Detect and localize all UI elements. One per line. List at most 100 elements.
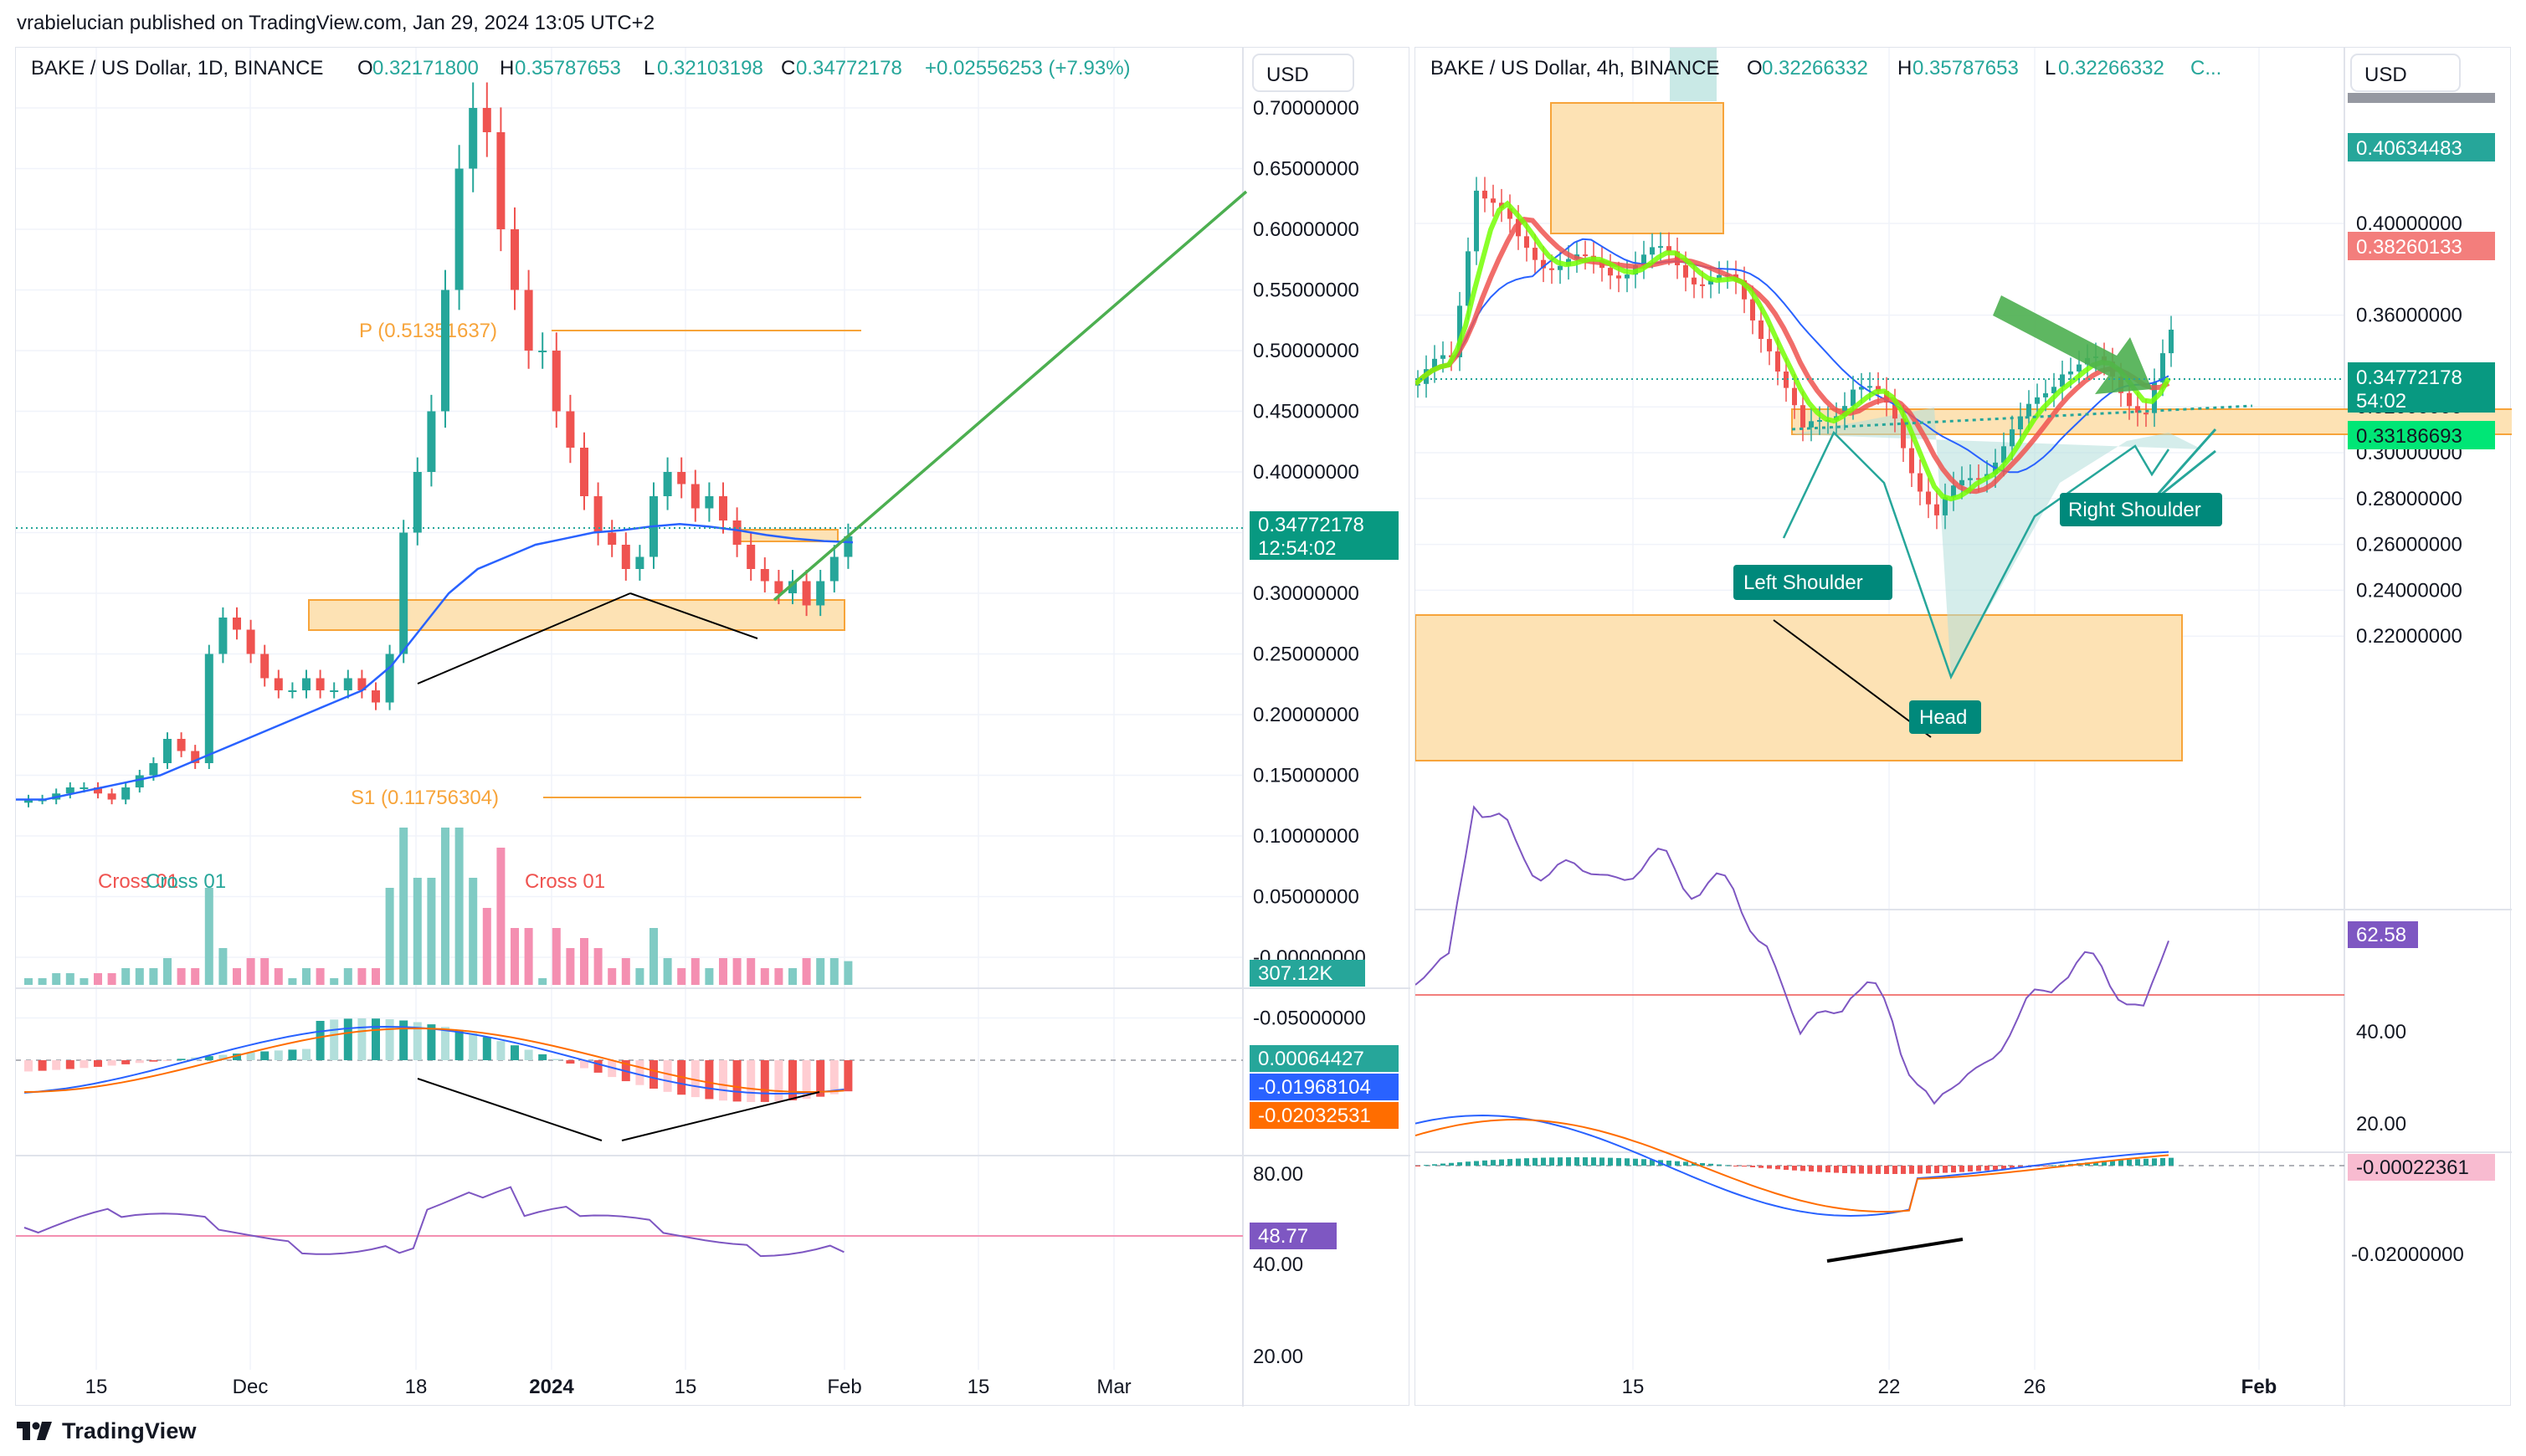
rsi-line	[23, 1186, 845, 1258]
macd-hist-bar	[1968, 1166, 1973, 1172]
rsi-tick-20: 20.00	[1253, 1346, 1303, 1368]
ohlc-change: +0.02556253 (+7.93%)	[925, 57, 1131, 79]
neckline-dotted[interactable]	[1791, 404, 2253, 431]
macd-hist-bar	[1524, 1158, 1529, 1166]
cross-label-1: Cross 01	[98, 870, 178, 893]
macd-hist-bar	[1859, 1166, 1864, 1174]
macd-hist-bar	[1457, 1161, 1462, 1166]
candle-body	[357, 678, 367, 690]
macd-hist-bar	[1943, 1166, 1948, 1173]
macd-divergence-2[interactable]	[621, 1091, 820, 1141]
hs-pattern-outline[interactable]	[1782, 430, 2170, 680]
volume-bar	[649, 928, 658, 985]
macd-hist-bar	[802, 1060, 811, 1100]
x-tick-label: 22	[1878, 1376, 1901, 1398]
macd-hist-bar	[1800, 1166, 1805, 1171]
x-tick-label: Mar	[1096, 1376, 1131, 1398]
trendline-black-1[interactable]	[417, 592, 631, 684]
macd-hist-bar	[1549, 1157, 1554, 1166]
4h-ohlc-c: C...	[2190, 57, 2221, 79]
candle-body	[316, 678, 325, 690]
demand-zone[interactable]	[308, 599, 845, 631]
4h-demand-zone[interactable]	[1414, 614, 2183, 761]
breakout-arrow[interactable]	[1993, 295, 2152, 394]
macd-hist-bar	[469, 1033, 478, 1060]
candle-body	[274, 678, 283, 690]
macd-hist-bar	[1817, 1166, 1822, 1172]
daily-chart-panel[interactable]: P (0.51351637) S1 (0.11756304) Cross 01 …	[15, 47, 1410, 1407]
candle-body	[747, 545, 756, 569]
4h-macd-divergence[interactable]	[1826, 1238, 1964, 1263]
candle-body	[2035, 397, 2040, 404]
4h-chart-svg[interactable]: Left Shoulder Head Right Shoulder BAKE /…	[1414, 48, 2526, 1407]
y-tick-label: 0.45000000	[1253, 401, 1359, 423]
macd-hist-bar	[2127, 1159, 2132, 1166]
4h-chart-panel[interactable]: Left Shoulder Head Right Shoulder BAKE /…	[1414, 47, 2526, 1407]
candle-body	[1800, 405, 1805, 428]
macd-hist-bar	[427, 1024, 436, 1060]
wedge-upper[interactable]	[2147, 428, 2217, 505]
y-tick-label: 0.50000000	[1253, 340, 1359, 362]
ohlc-h-key: H	[500, 57, 514, 79]
volume-bar	[274, 968, 283, 985]
brand-name[interactable]: TradingView	[62, 1418, 197, 1443]
macd-hist-bar	[635, 1060, 644, 1085]
last-price-value: 0.34772178	[1258, 514, 1364, 536]
macd-hist-bar	[1750, 1166, 1755, 1167]
macd-divergence-1[interactable]	[417, 1078, 603, 1141]
macd-line-value: -0.01968104	[1258, 1076, 1371, 1099]
pivot-label: P (0.51351637)	[359, 320, 497, 342]
volume-tag	[1250, 960, 1365, 987]
macd-hist-bar	[691, 1060, 700, 1098]
macd-hist-bar	[372, 1018, 380, 1060]
right-shoulder-badge[interactable]	[2060, 493, 2222, 526]
candle-body	[1851, 389, 1856, 407]
candle-body	[80, 787, 89, 789]
projection-line[interactable]	[773, 190, 1248, 602]
candle-body	[24, 799, 33, 803]
y-tick-label: 0.25000000	[1253, 643, 1359, 666]
ohlc-h: 0.35787653	[515, 57, 621, 79]
cross-label-3: Cross 01	[525, 870, 605, 893]
candle-body	[705, 496, 714, 509]
currency-label: USD	[1266, 64, 1309, 86]
macd-hist-bar	[454, 1029, 464, 1060]
4h-supply-zone[interactable]	[1550, 102, 1724, 234]
macd-hist-bar	[204, 1056, 213, 1060]
macd-hist-bar	[2118, 1160, 2123, 1166]
y-tick-label: 0.24000000	[2356, 579, 2462, 602]
macd-hist-bar	[1432, 1164, 1437, 1166]
head-badge[interactable]	[1909, 700, 1981, 734]
macd-hist-bar	[649, 1060, 658, 1089]
4h-rsi-tick-40: 40.00	[2356, 1021, 2406, 1043]
4h-currency-button[interactable]	[2350, 54, 2461, 92]
y-tick-label: 0.26000000	[2356, 534, 2462, 556]
macd-hist-bar	[1625, 1158, 1630, 1166]
volume-bar	[399, 828, 408, 985]
macd-hist-bar	[2110, 1161, 2115, 1166]
small-zone[interactable]	[737, 529, 839, 542]
daily-candles	[24, 82, 853, 807]
macd-hist-bar	[1499, 1159, 1504, 1166]
macd-hist-bar	[1516, 1158, 1521, 1166]
volume-bar	[218, 948, 228, 985]
macd-hist-bar	[1909, 1166, 1914, 1174]
currency-button[interactable]	[1252, 54, 1354, 92]
volume-bar	[413, 878, 422, 985]
macd-hist-bar	[1867, 1166, 1872, 1174]
y-tick-label: 0.22000000	[2356, 625, 2462, 648]
volume-bar	[330, 978, 339, 985]
volume-bar	[691, 958, 700, 985]
macd-hist-bar	[1901, 1166, 1906, 1174]
macd-hist-bar	[2152, 1158, 2157, 1166]
macd-hist-bar	[65, 1060, 74, 1069]
macd-hist-bar	[1825, 1166, 1830, 1173]
candle-body	[1482, 190, 1487, 199]
trendline-black-2[interactable]	[629, 592, 758, 639]
macd-hist-bar	[1851, 1166, 1856, 1174]
4h-black-line[interactable]	[1773, 619, 1932, 738]
macd-hist-bar	[496, 1041, 506, 1060]
left-shoulder-badge[interactable]	[1733, 565, 1892, 600]
daily-chart-svg[interactable]: P (0.51351637) S1 (0.11756304) Cross 01 …	[16, 48, 1410, 1407]
candle-body	[2068, 371, 2073, 375]
